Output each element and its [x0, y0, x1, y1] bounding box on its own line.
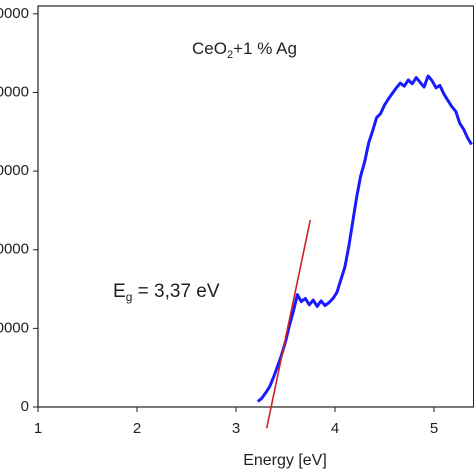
data-line — [256, 74, 473, 403]
annotation-text: +1 % Ag — [233, 39, 297, 58]
x-axis-label: Energy [eV] — [243, 452, 327, 469]
x-tick-label: 4 — [331, 420, 339, 437]
annotation-text: CeO — [192, 39, 227, 58]
sample-annotation: CeO2+1 % Ag — [192, 39, 297, 60]
x-tick-label: 1 — [34, 420, 42, 437]
annotation-text: = 3,37 eV — [132, 281, 219, 302]
x-tick-label: 3 — [232, 420, 240, 437]
y-tick-label: 40000 — [0, 83, 29, 100]
y-tick-label: 20000 — [0, 241, 29, 258]
y-tick-label: 30000 — [0, 162, 29, 179]
gap-annotation: Eg = 3,37 eV — [113, 281, 220, 304]
x-tick-label: 5 — [430, 420, 438, 437]
plot-frame — [37, 5, 474, 408]
annotation-text: E — [113, 281, 126, 302]
data-line — [265, 219, 312, 429]
x-tick-label: 2 — [133, 420, 141, 437]
annotation-subscript: g — [126, 290, 133, 304]
y-tick-label: 0 — [21, 398, 29, 415]
annotation-subscript: 2 — [227, 49, 233, 61]
y-tick-label: 10000 — [0, 319, 29, 336]
